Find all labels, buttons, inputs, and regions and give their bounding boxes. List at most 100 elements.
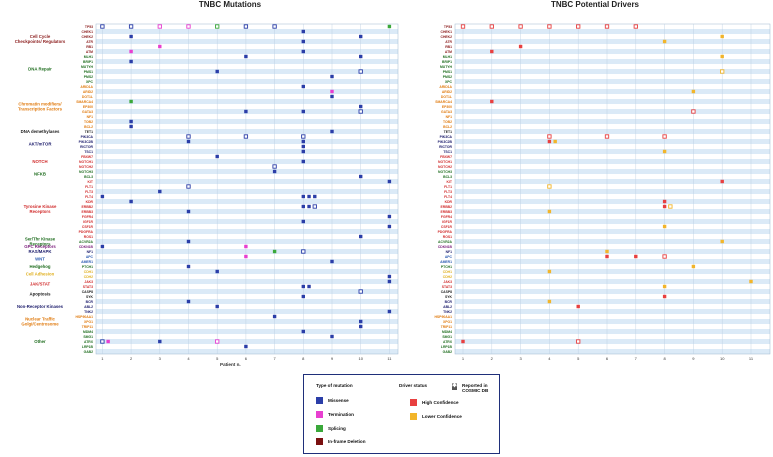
gene-label: RICTOR (80, 145, 93, 149)
row-stripe (455, 159, 770, 164)
missense-swatch (316, 397, 323, 404)
gene-label: CASP8 (441, 290, 452, 294)
gene-label: TOB2 (84, 120, 93, 124)
mutation-marker (359, 105, 362, 108)
mutation-marker (388, 310, 391, 313)
gene-label: MDM4 (442, 330, 452, 334)
gene-label: TRIP11 (441, 325, 452, 329)
gene-label: MUTYH (440, 65, 453, 69)
gene-label: CHEK1 (82, 30, 94, 34)
gene-label: ARID2 (442, 90, 452, 94)
gene-label: PIK3CA (81, 135, 94, 139)
row-stripe (455, 104, 770, 109)
gene-label: TET1 (85, 130, 93, 134)
row-stripe (96, 169, 398, 174)
legend-type-title: Type of mutation (316, 383, 353, 388)
mutation-marker-cosmic (244, 25, 247, 28)
driver-marker (663, 225, 666, 228)
pathway-group-label: AKT/mTOR (29, 142, 53, 147)
mutation-marker (302, 220, 305, 223)
row-stripe (455, 289, 770, 294)
mutation-marker (302, 205, 305, 208)
gene-label: ACVR2A (79, 240, 93, 244)
x-tick-label: 4 (187, 356, 190, 361)
mutation-marker (187, 300, 190, 303)
pathway-group-label: DNA Repair (28, 67, 52, 72)
row-stripe (455, 204, 770, 209)
mutation-marker (388, 25, 391, 28)
row-stripe (455, 334, 770, 339)
row-stripe (455, 124, 770, 129)
row-stripe (455, 74, 770, 79)
driver-marker-cosmic (669, 205, 672, 208)
gene-label: BRIP1 (83, 60, 93, 64)
gene-label: TNK2 (84, 310, 93, 314)
gene-label: CSF1R (82, 225, 94, 229)
mutation-marker (244, 255, 247, 258)
row-stripe (455, 254, 770, 259)
x-tick-label: 8 (302, 356, 305, 361)
driver-marker-cosmic (548, 185, 551, 188)
driver-marker (663, 40, 666, 43)
mutation-marker (273, 170, 276, 173)
row-stripe (455, 314, 770, 319)
gene-label: GAB2 (443, 350, 453, 354)
x-tick-label: 8 (663, 356, 666, 361)
gene-label: PDGFRA (438, 230, 453, 234)
gene-label: SMG1 (83, 335, 93, 339)
gene-label: CDKN1B (438, 245, 453, 249)
mutation-marker-cosmic (216, 25, 219, 28)
mutation-marker (330, 75, 333, 78)
row-stripe (96, 319, 398, 324)
gene-label: BCL3 (84, 175, 93, 179)
mutation-marker-cosmic (273, 25, 276, 28)
gene-label: DOT1L (82, 95, 93, 99)
gene-label: TSC1 (84, 150, 93, 154)
gene-label: FLT4 (444, 195, 452, 199)
mutation-marker (359, 235, 362, 238)
gene-label: CASP8 (82, 290, 93, 294)
legend-cosmic-label: Reported in COSMIC DB (462, 383, 496, 393)
row-stripe (455, 194, 770, 199)
row-stripe (455, 64, 770, 69)
row-stripe (96, 129, 398, 134)
row-stripe (96, 89, 398, 94)
high-conf-swatch (410, 399, 417, 406)
row-stripe (96, 94, 398, 99)
driver-marker (721, 180, 724, 183)
row-stripe (96, 104, 398, 109)
pathway-group-label: Cell Adhesion (26, 272, 55, 277)
row-stripe (455, 284, 770, 289)
driver-marker (548, 210, 551, 213)
driver-marker (663, 285, 666, 288)
gene-label: IGF1R (442, 220, 453, 224)
gene-label: ATR (86, 40, 93, 44)
row-stripe (455, 274, 770, 279)
row-stripe (96, 349, 398, 354)
row-stripe (455, 114, 770, 119)
gene-label: SMG1 (442, 335, 452, 339)
mutation-marker (302, 30, 305, 33)
gene-label: ATM (445, 50, 452, 54)
driver-marker (605, 255, 608, 258)
x-tick-label: 3 (519, 356, 522, 361)
legend-splicing: Splicing (316, 425, 346, 432)
mutation-marker (187, 265, 190, 268)
gene-label: GATA3 (82, 110, 93, 114)
row-stripe (455, 349, 770, 354)
mutation-marker (302, 85, 305, 88)
gene-label: NF1 (446, 115, 453, 119)
pathway-group-label: Golgi/Centrosome (21, 322, 59, 327)
gene-label: PTCH1 (441, 265, 452, 269)
mutation-marker (244, 110, 247, 113)
mutation-marker-cosmic (101, 25, 104, 28)
mutation-marker-cosmic (302, 250, 305, 253)
pathway-group-label: Checkpoints/ Regulators (15, 39, 66, 44)
gene-label: ATRX (84, 340, 94, 344)
mutation-marker (244, 245, 247, 248)
driver-marker (605, 250, 608, 253)
gene-label: PIK3CA (440, 135, 453, 139)
gene-label: PMS1 (84, 70, 93, 74)
row-stripe (96, 204, 398, 209)
row-stripe (96, 249, 398, 254)
